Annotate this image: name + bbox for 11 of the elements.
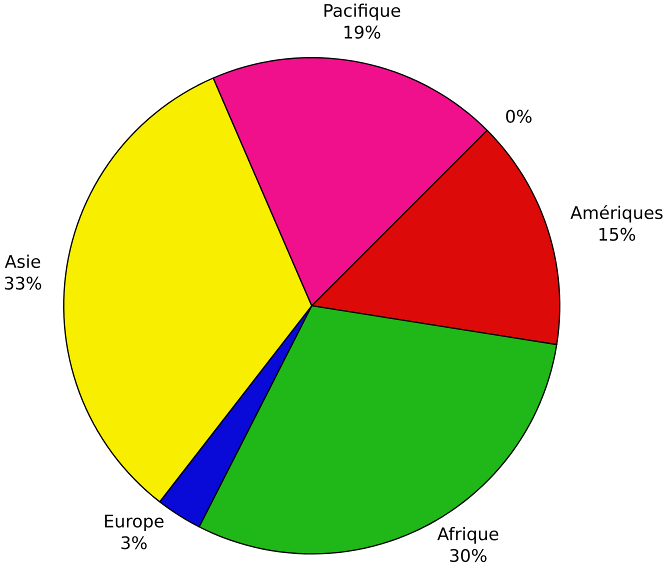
data-label: 30% xyxy=(450,549,486,562)
slice-label: Amériques xyxy=(570,205,663,223)
data-label: 3% xyxy=(121,536,147,550)
text: 0% xyxy=(506,110,532,123)
slice-label: Afrique xyxy=(437,527,498,544)
slice-label: Europe xyxy=(105,514,164,532)
data-label: 15% xyxy=(599,228,636,242)
slice-label: Asie xyxy=(4,254,40,268)
data-label: 33% xyxy=(4,276,42,290)
slice-label: Pacifique xyxy=(324,4,400,21)
data-label: 19% xyxy=(344,26,380,39)
